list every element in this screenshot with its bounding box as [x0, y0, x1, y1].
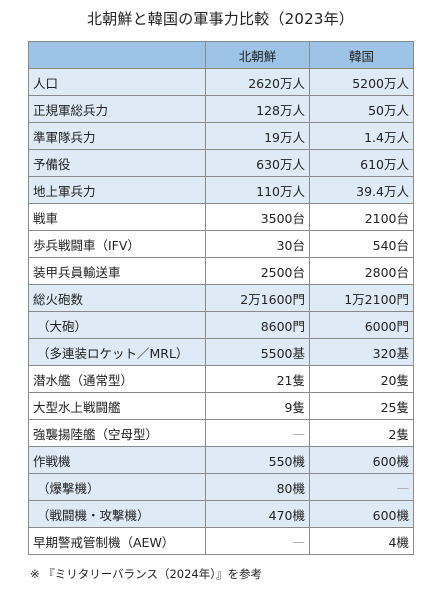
cell-south-korea: 4機: [309, 527, 414, 555]
cell-south-korea: 1万2100門: [309, 284, 414, 312]
cell-north-korea: 8600門: [205, 311, 310, 339]
table-row: 作戦機 550機 600機: [28, 446, 414, 474]
cell-north-korea: 30台: [205, 230, 310, 258]
cell-north-korea: —: [205, 527, 310, 555]
table-row: 準軍隊兵力 19万人 1.4万人: [28, 122, 414, 150]
row-label: （爆撃機）: [28, 473, 206, 501]
cell-north-korea: —: [205, 419, 310, 447]
cell-north-korea: 630万人: [205, 149, 310, 177]
row-label: 早期警戒管制機（AEW）: [28, 527, 206, 555]
cell-north-korea: 9隻: [205, 392, 310, 420]
row-label: 大型水上戦闘艦: [28, 392, 206, 420]
page-title: 北朝鮮と韓国の軍事力比較（2023年）: [87, 10, 354, 28]
table-row: 戦車 3500台 2100台: [28, 203, 414, 231]
cell-south-korea: 2800台: [309, 257, 414, 285]
table-row: 正規軍総兵力 128万人 50万人: [28, 95, 414, 123]
table-row: 早期警戒管制機（AEW） —4機: [28, 527, 414, 555]
cell-north-korea: 2620万人: [205, 68, 310, 96]
cell-south-korea: 600機: [309, 500, 414, 528]
cell-south-korea: 5200万人: [309, 68, 414, 96]
comparison-table: 北朝鮮 韓国 人口 2620万人 5200万人 正規軍総兵力 128万人 50万人 準軍隊兵…: [28, 41, 414, 555]
cell-south-korea: 2隻: [309, 419, 414, 447]
cell-south-korea: 25隻: [309, 392, 414, 420]
cell-south-korea: 6000門: [309, 311, 414, 339]
row-label: 潜水艦（通常型）: [28, 365, 206, 393]
row-label: 装甲兵員輸送車: [28, 257, 206, 285]
cell-south-korea: 2100台: [309, 203, 414, 231]
table-row: 装甲兵員輸送車 2500台 2800台: [28, 257, 414, 285]
cell-south-korea: 1.4万人: [309, 122, 414, 150]
table-row: 総火砲数 2万1600門 1万2100門: [28, 284, 414, 312]
cell-south-korea: 320基: [309, 338, 414, 366]
table-row: （多連装ロケット／MRL） 5500基 320基: [28, 338, 414, 366]
cell-south-korea: 20隻: [309, 365, 414, 393]
row-label: 強襲揚陸艦（空母型）: [28, 419, 206, 447]
table-row: 地上軍兵力 110万人 39.4万人: [28, 176, 414, 204]
table-row: 歩兵戦闘車（IFV） 30台 540台: [28, 230, 414, 258]
row-label: 地上軍兵力: [28, 176, 206, 204]
table-row: 潜水艦（通常型） 21隻 20隻: [28, 365, 414, 393]
table-header-row: 北朝鮮 韓国: [28, 41, 414, 69]
row-label: （大砲）: [28, 311, 206, 339]
row-label: 歩兵戦闘車（IFV）: [28, 230, 206, 258]
cell-north-korea: 2500台: [205, 257, 310, 285]
table-body: 人口 2620万人 5200万人 正規軍総兵力 128万人 50万人 準軍隊兵力 19万人 1.…: [28, 68, 414, 555]
header-blank: [28, 41, 206, 69]
table-row: （爆撃機） 80機 —: [28, 473, 414, 501]
source-note: ※ 『ミリタリーバランス（2024年）』を参考: [30, 567, 262, 581]
table-row: 人口 2620万人 5200万人: [28, 68, 414, 96]
row-label: 総火砲数: [28, 284, 206, 312]
row-label: 準軍隊兵力: [28, 122, 206, 150]
header-south-korea: 韓国: [309, 41, 414, 69]
cell-south-korea: 600機: [309, 446, 414, 474]
table-row: 大型水上戦闘艦 9隻 25隻: [28, 392, 414, 420]
header-north-korea: 北朝鮮: [205, 41, 310, 69]
cell-north-korea: 80機: [205, 473, 310, 501]
cell-north-korea: 128万人: [205, 95, 310, 123]
table-row: 強襲揚陸艦（空母型） —2隻: [28, 419, 414, 447]
cell-north-korea: 470機: [205, 500, 310, 528]
cell-north-korea: 3500台: [205, 203, 310, 231]
cell-north-korea: 19万人: [205, 122, 310, 150]
cell-south-korea: —: [309, 473, 414, 501]
table-row: （戦闘機・攻撃機） 470機 600機: [28, 500, 414, 528]
cell-north-korea: 550機: [205, 446, 310, 474]
table-row: 予備役 630万人 610万人: [28, 149, 414, 177]
cell-south-korea: 610万人: [309, 149, 414, 177]
cell-south-korea: 50万人: [309, 95, 414, 123]
row-label: 戦車: [28, 203, 206, 231]
table-row: （大砲） 8600門 6000門: [28, 311, 414, 339]
cell-south-korea: 540台: [309, 230, 414, 258]
cell-north-korea: 2万1600門: [205, 284, 310, 312]
row-label: 正規軍総兵力: [28, 95, 206, 123]
row-label: （多連装ロケット／MRL）: [28, 338, 206, 366]
row-label: 予備役: [28, 149, 206, 177]
row-label: 作戦機: [28, 446, 206, 474]
cell-north-korea: 21隻: [205, 365, 310, 393]
row-label: 人口: [28, 68, 206, 96]
row-label: （戦闘機・攻撃機）: [28, 500, 206, 528]
cell-north-korea: 110万人: [205, 176, 310, 204]
cell-north-korea: 5500基: [205, 338, 310, 366]
cell-south-korea: 39.4万人: [309, 176, 414, 204]
